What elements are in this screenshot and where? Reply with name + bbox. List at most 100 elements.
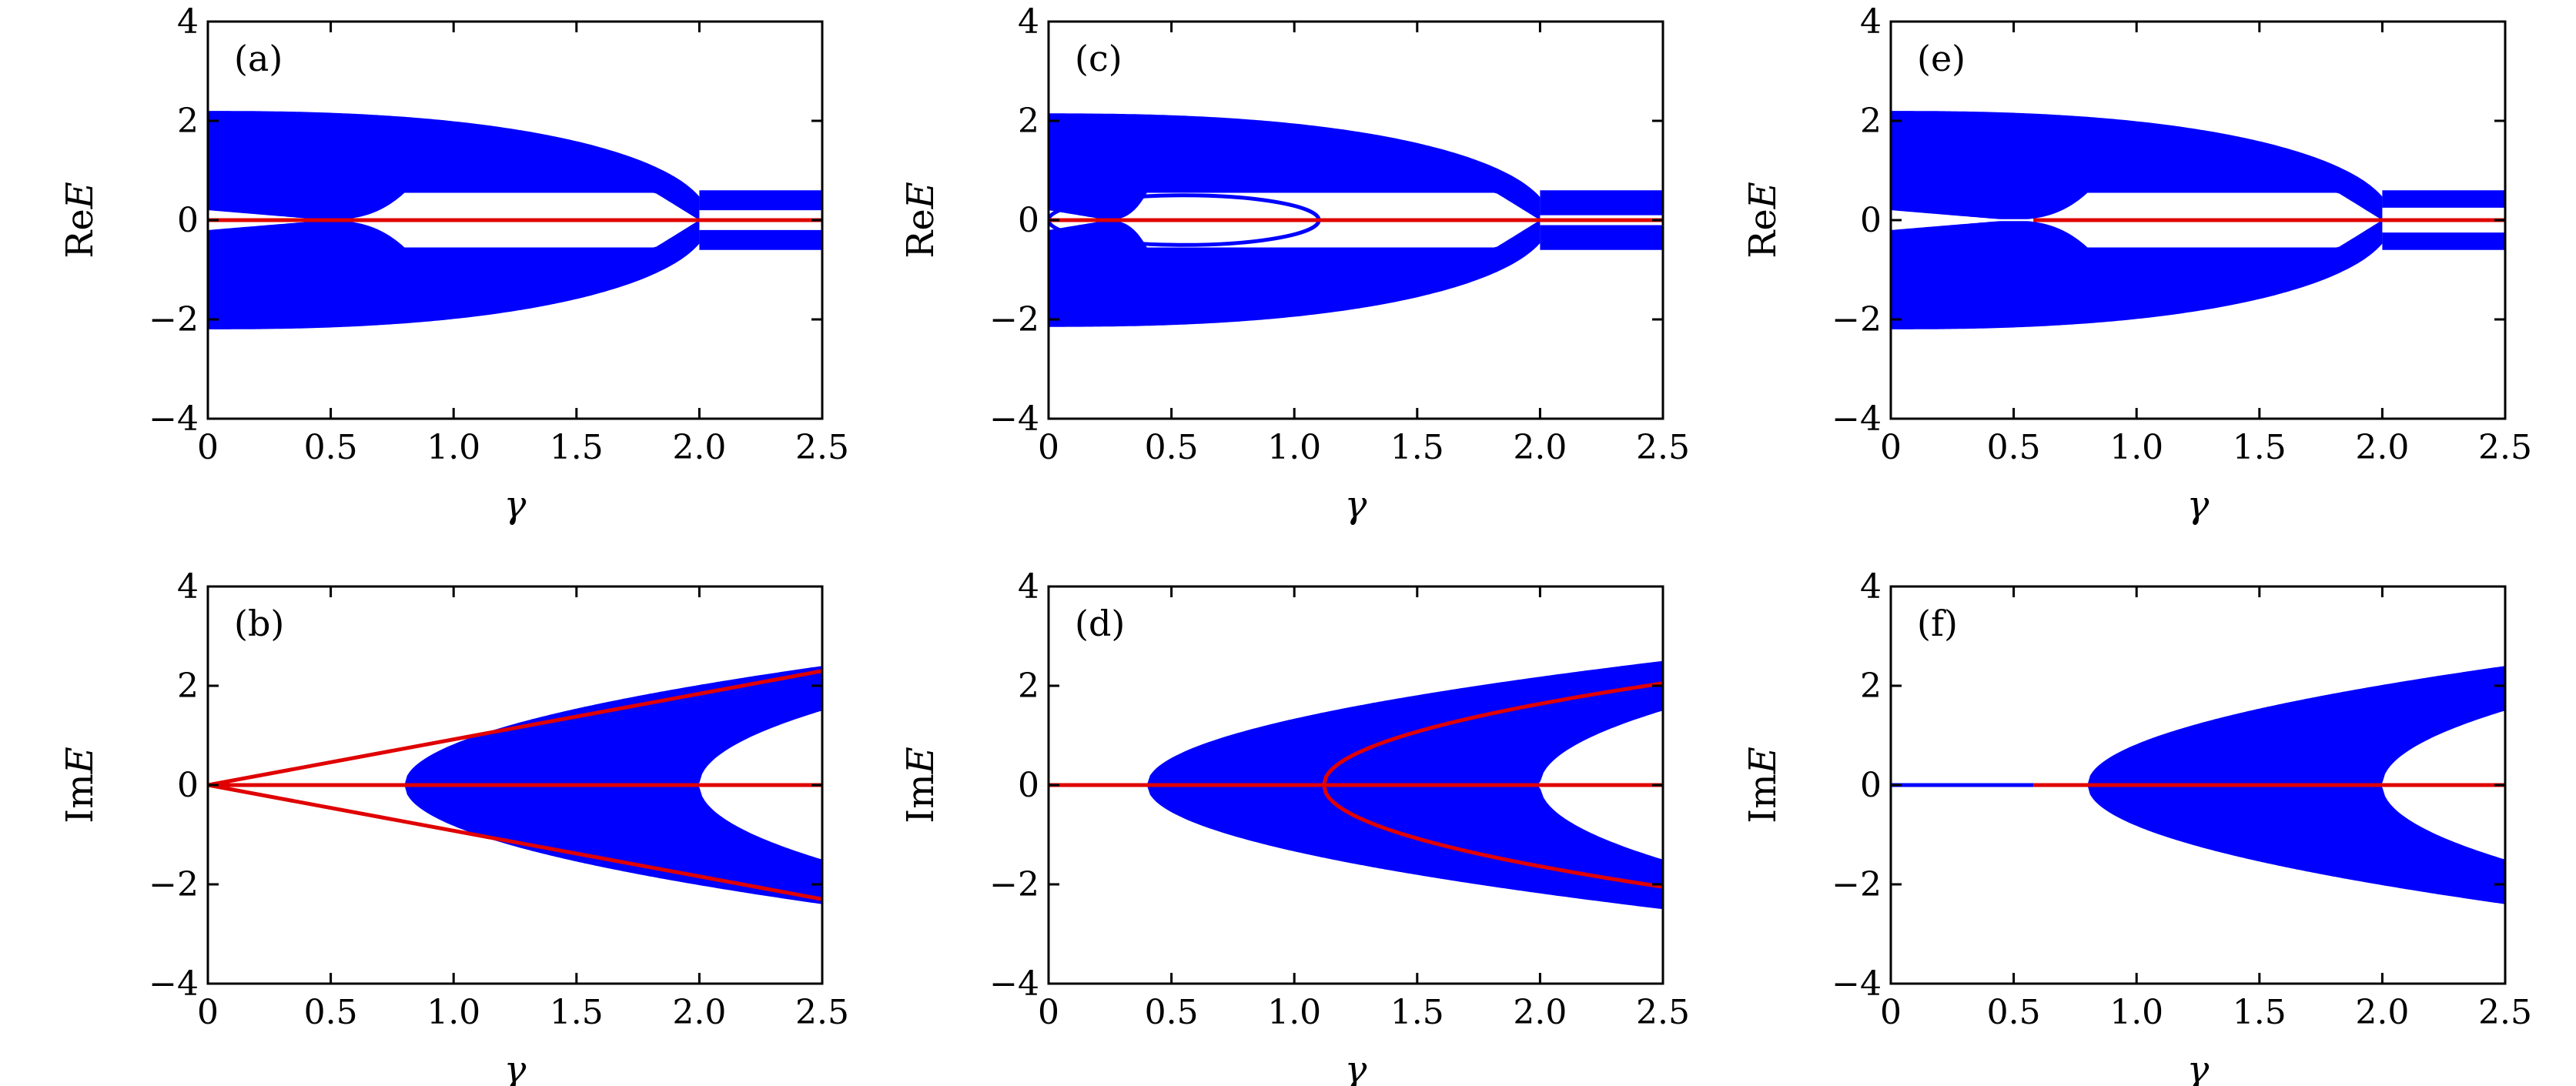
- panel-label: (e): [1917, 38, 1965, 79]
- edge-state-line: [208, 783, 822, 901]
- x-tick-label: 1.0: [427, 993, 480, 1032]
- y-tick-label: 4: [177, 2, 199, 42]
- y-tick-label: 0: [1018, 201, 1039, 240]
- x-tick-label: 1.5: [1390, 993, 1444, 1032]
- edge-state-line: [208, 669, 822, 787]
- panel-c: 0 0.5 1.0 1.5 2.0 2.5 −4 −2 0 2 4 γ ReE (c): [899, 2, 1690, 526]
- plot-area: [1891, 111, 2505, 329]
- x-tick-label: 1.5: [1390, 428, 1444, 467]
- bulk-band-upper-split: [2382, 190, 2505, 208]
- y-axis-title: ReE: [899, 182, 942, 259]
- x-tick-label: 0: [1038, 428, 1059, 467]
- plot-area: [1049, 113, 1663, 327]
- plot-area: [1891, 666, 2505, 904]
- bulk-band-lower: [2087, 785, 2505, 904]
- panel-label: (f): [1917, 603, 1958, 644]
- panel-d: 0 0.5 1.0 1.5 2.0 2.5 −4 −2 0 2 4 γ ImE (d): [899, 567, 1690, 1086]
- x-tick-label: 0.5: [1987, 428, 2041, 467]
- bulk-band-lower: [1891, 221, 2383, 329]
- y-axis-title: ImE: [899, 747, 942, 824]
- y-tick-label: −2: [989, 865, 1039, 904]
- y-tick-label: 4: [1018, 567, 1039, 606]
- y-axis-title: ImE: [1741, 747, 1785, 824]
- bulk-band-upper-split: [1540, 190, 1663, 216]
- y-tick-label: 4: [177, 567, 199, 606]
- y-tick-label: 0: [1018, 766, 1039, 805]
- bulk-band-upper: [2087, 666, 2505, 785]
- panel-a: 0 0.5 1.0 1.5 2.0 2.5 −4 −2 0 2 4 γ ReE (a): [59, 2, 849, 526]
- bulk-band-upper: [1146, 660, 1663, 785]
- y-tick-label: 4: [1860, 2, 1882, 42]
- x-tick-label: 1.0: [2109, 993, 2163, 1032]
- bulk-band-lower: [208, 221, 700, 329]
- x-tick-label: 2.0: [672, 428, 726, 467]
- x-axis-title: γ: [504, 483, 527, 526]
- bulk-band-upper: [404, 666, 822, 785]
- panel-label: (b): [234, 603, 284, 644]
- x-tick-label: 1.0: [2109, 428, 2163, 467]
- y-axis-title: ReE: [1741, 182, 1785, 259]
- y-tick-label: 2: [177, 667, 199, 706]
- x-tick-label: 1.5: [2233, 993, 2287, 1032]
- plot-area: [208, 666, 822, 904]
- x-tick-label: 1.5: [2233, 428, 2287, 467]
- x-tick-label: 1.5: [550, 993, 604, 1032]
- x-tick-label: 0: [1880, 993, 1902, 1032]
- panel-label: (c): [1075, 38, 1122, 79]
- x-tick-label: 2.5: [2478, 428, 2532, 467]
- y-tick-label: 2: [1860, 102, 1882, 141]
- x-tick-label: 0: [197, 993, 219, 1032]
- edge-state-line: [1322, 681, 1663, 786]
- y-axis-title: ImE: [59, 747, 102, 824]
- x-tick-label: 0.5: [1987, 993, 2041, 1032]
- y-tick-label: 0: [177, 201, 199, 240]
- panel-e: 0 0.5 1.0 1.5 2.0 2.5 −4 −2 0 2 4 γ ReE (e): [1741, 2, 2532, 526]
- y-tick-label: −4: [149, 964, 199, 1004]
- x-axis-title: γ: [2187, 1048, 2210, 1086]
- x-tick-label: 0.5: [304, 993, 358, 1032]
- x-tick-label: 2.0: [1513, 428, 1567, 467]
- x-tick-label: 1.0: [427, 428, 480, 467]
- x-tick-label: 2.5: [1636, 428, 1690, 467]
- y-tick-label: 2: [1860, 667, 1882, 706]
- y-tick-label: 0: [1860, 201, 1882, 240]
- edge-state-line: [1322, 784, 1663, 889]
- bulk-band-lower-split: [2382, 232, 2505, 250]
- x-tick-label: 1.0: [1267, 428, 1321, 467]
- x-tick-label: 2.0: [672, 993, 726, 1032]
- bulk-band-lower: [1049, 221, 1541, 327]
- bulk-band-lower-split: [699, 229, 822, 250]
- bulk-band-upper-split: [699, 190, 822, 211]
- y-tick-label: −2: [989, 300, 1039, 339]
- x-tick-label: 2.5: [795, 993, 849, 1032]
- y-tick-label: −4: [1832, 399, 1882, 439]
- y-tick-label: −2: [149, 865, 199, 904]
- x-axis-title: γ: [1345, 1048, 1367, 1086]
- y-tick-label: 4: [1860, 567, 1882, 606]
- plot-area: [208, 111, 822, 329]
- bulk-band-lower-split: [1540, 225, 1663, 250]
- y-tick-label: 0: [1860, 766, 1882, 805]
- y-tick-label: −2: [149, 300, 199, 339]
- x-tick-label: 0: [1880, 428, 1902, 467]
- y-tick-label: 2: [1018, 102, 1039, 141]
- x-tick-label: 2.0: [2355, 428, 2409, 467]
- y-tick-label: −4: [149, 399, 199, 439]
- y-tick-label: −4: [989, 399, 1039, 439]
- x-axis-title: γ: [504, 1048, 527, 1086]
- y-axis-title: ReE: [59, 182, 102, 259]
- panel-b: 0 0.5 1.0 1.5 2.0 2.5 −4 −2 0 2 4 γ ImE (b): [59, 567, 849, 1086]
- x-tick-label: 0.5: [304, 428, 358, 467]
- bulk-band-lower: [1146, 785, 1663, 910]
- x-tick-label: 2.0: [2355, 993, 2409, 1032]
- bulk-band-upper: [1049, 113, 1541, 219]
- bulk-band-upper: [1891, 111, 2383, 219]
- x-tick-label: 2.5: [1636, 993, 1690, 1032]
- plot-area: [1049, 660, 1663, 910]
- x-tick-label: 0: [197, 428, 219, 467]
- bulk-band-upper: [208, 111, 700, 219]
- x-tick-label: 0.5: [1145, 993, 1199, 1032]
- y-tick-label: 2: [177, 102, 199, 141]
- y-tick-label: 2: [1018, 667, 1039, 706]
